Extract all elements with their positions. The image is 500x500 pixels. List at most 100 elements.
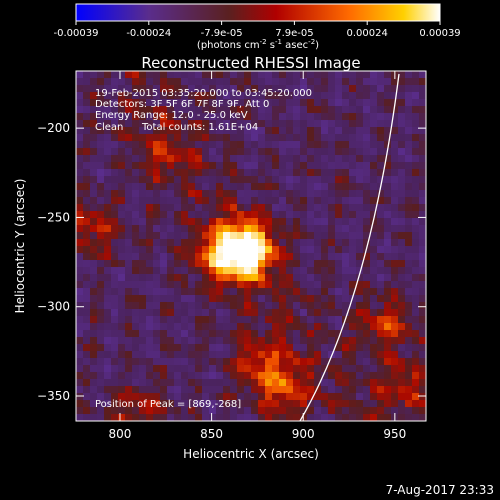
heatmap-cell xyxy=(258,176,266,184)
heatmap-cell xyxy=(202,148,210,156)
heatmap-cell xyxy=(265,155,273,163)
heatmap-cell xyxy=(90,351,98,359)
heatmap-cell xyxy=(370,211,378,219)
heatmap-cell xyxy=(83,316,91,324)
heatmap-cell xyxy=(251,288,259,296)
heatmap-cell xyxy=(370,92,378,100)
heatmap-cell xyxy=(279,337,287,345)
heatmap-cell xyxy=(153,267,161,275)
heatmap-cell xyxy=(377,99,385,107)
heatmap-cell xyxy=(146,281,154,289)
heatmap-cell xyxy=(314,120,322,128)
heatmap-cell xyxy=(314,176,322,184)
heatmap-cell xyxy=(216,239,224,247)
heatmap-cell xyxy=(167,148,175,156)
heatmap-cell xyxy=(391,302,399,310)
heatmap-cell xyxy=(174,197,182,205)
heatmap-cell xyxy=(216,162,224,170)
heatmap-cell xyxy=(391,183,399,191)
heatmap-cell xyxy=(146,71,154,79)
heatmap-cell xyxy=(118,246,126,254)
heatmap-cell xyxy=(132,358,140,366)
heatmap-cell xyxy=(90,309,98,317)
heatmap-cell xyxy=(307,169,315,177)
heatmap-cell xyxy=(419,281,426,289)
heatmap-cell xyxy=(272,134,280,142)
heatmap-cell xyxy=(384,323,392,331)
heatmap-cell xyxy=(216,267,224,275)
heatmap-cell xyxy=(251,141,259,149)
heatmap-cell xyxy=(230,218,238,226)
heatmap-cell xyxy=(76,190,84,198)
heatmap-cell xyxy=(398,204,406,212)
heatmap-cell xyxy=(244,365,252,373)
heatmap-cell xyxy=(132,302,140,310)
heatmap-cell xyxy=(244,372,252,380)
heatmap-cell xyxy=(139,316,147,324)
heatmap-cell xyxy=(153,190,161,198)
heatmap-cell xyxy=(251,120,259,128)
heatmap-cell xyxy=(328,225,336,233)
heatmap-cell xyxy=(132,316,140,324)
heatmap-cell xyxy=(146,260,154,268)
heatmap-cell xyxy=(139,330,147,338)
heatmap-cell xyxy=(405,400,413,408)
heatmap-cell xyxy=(349,253,357,261)
heatmap-cell xyxy=(223,281,231,289)
heatmap-cell xyxy=(335,204,343,212)
heatmap-cell xyxy=(251,386,259,394)
heatmap-cell xyxy=(216,337,224,345)
heatmap-cell xyxy=(118,274,126,282)
heatmap-cell xyxy=(258,351,266,359)
heatmap-cell xyxy=(265,288,273,296)
heatmap-cell xyxy=(412,204,420,212)
heatmap-cell xyxy=(356,253,364,261)
heatmap-cell xyxy=(83,302,91,310)
heatmap-cell xyxy=(328,183,336,191)
heatmap-cell xyxy=(265,120,273,128)
heatmap-cell xyxy=(293,190,301,198)
heatmap-cell xyxy=(300,379,308,387)
heatmap-cell xyxy=(349,330,357,338)
heatmap-cell xyxy=(307,127,315,135)
heatmap-cell xyxy=(153,85,161,93)
heatmap-cell xyxy=(146,225,154,233)
heatmap-cell xyxy=(412,246,420,254)
heatmap-cell xyxy=(391,148,399,156)
heatmap-cell xyxy=(342,323,350,331)
heatmap-cell xyxy=(272,316,280,324)
heatmap-cell xyxy=(202,92,210,100)
heatmap-cell xyxy=(237,218,245,226)
heatmap-cell xyxy=(265,344,273,352)
heatmap-cell xyxy=(160,260,168,268)
heatmap-cell xyxy=(195,127,203,135)
heatmap-cell xyxy=(307,386,315,394)
heatmap-cell xyxy=(188,288,196,296)
heatmap-cell xyxy=(216,358,224,366)
heatmap-cell xyxy=(132,253,140,261)
heatmap-cell xyxy=(307,274,315,282)
heatmap-cell xyxy=(293,344,301,352)
heatmap-cell xyxy=(335,211,343,219)
heatmap-cell xyxy=(118,239,126,247)
heatmap-cell xyxy=(251,302,259,310)
heatmap-cell xyxy=(111,134,119,142)
heatmap-cell xyxy=(377,246,385,254)
heatmap-cell xyxy=(174,379,182,387)
heatmap-cell xyxy=(125,281,133,289)
heatmap-cell xyxy=(293,316,301,324)
heatmap-cell xyxy=(314,414,322,421)
heatmap-cell xyxy=(125,400,133,408)
heatmap-cell xyxy=(265,190,273,198)
heatmap-cell xyxy=(377,78,385,86)
heatmap-cell xyxy=(363,218,371,226)
heatmap-cell xyxy=(202,141,210,149)
heatmap-cell xyxy=(398,393,406,401)
heatmap-cell xyxy=(307,288,315,296)
heatmap-cell xyxy=(111,183,119,191)
heatmap-cell xyxy=(363,267,371,275)
heatmap-cell xyxy=(412,274,420,282)
heatmap-cell xyxy=(111,92,119,100)
heatmap-cell xyxy=(307,372,315,380)
heatmap-cell xyxy=(419,414,426,421)
